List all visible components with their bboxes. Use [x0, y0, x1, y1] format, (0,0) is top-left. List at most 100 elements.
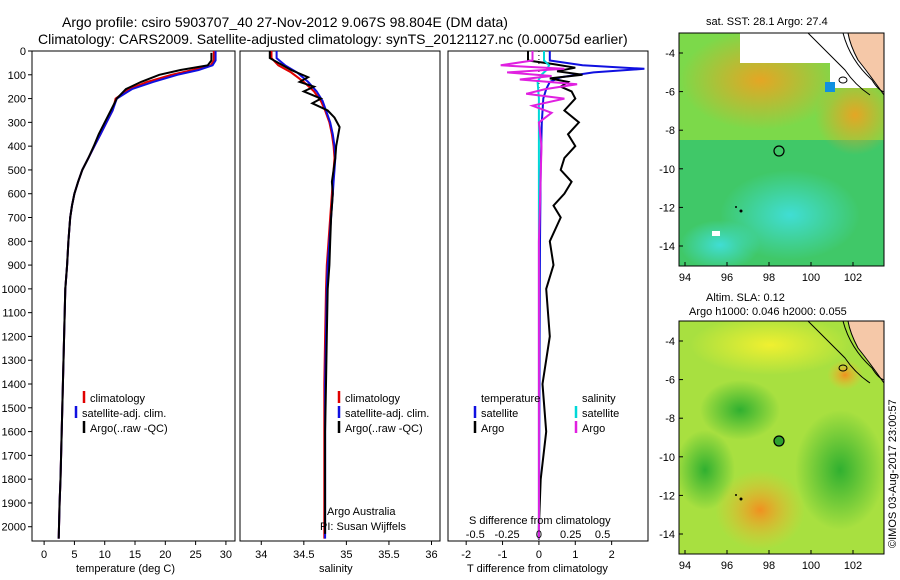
- map-bottom-y-ticks: -4 -6 -8 -10 -12 -14: [659, 336, 683, 541]
- map-y-tick-label: -6: [665, 375, 675, 387]
- s-tick-label: 0.25: [560, 529, 581, 541]
- map-y-tick-label: -8: [665, 413, 675, 425]
- x-tick-label: 10: [99, 549, 111, 561]
- sla-low-patch: [795, 410, 884, 530]
- map-x-tick-label: 102: [844, 272, 862, 284]
- sst-warm-patch: [815, 75, 884, 155]
- map-top-title: sat. SST: 28.1 Argo: 27.4: [706, 16, 828, 28]
- annotation-pi: PI: Susan Wijffels: [320, 521, 406, 533]
- x-tick-label: 35.5: [378, 549, 399, 561]
- bathymetry-contour: [807, 321, 871, 384]
- depth-tick-label: 1800: [2, 474, 26, 486]
- sst-missing-data: [740, 33, 835, 63]
- x-tick-label: 5: [71, 549, 77, 561]
- sla-high-patch: [690, 321, 850, 375]
- temperature-legend: climatology satellite-adj. clim. Argo(..…: [74, 391, 168, 435]
- s-difference-label: S difference from climatology: [469, 515, 611, 527]
- x-tick-label: 25: [189, 549, 201, 561]
- map-bottom-title2: Argo h1000: 0.046 h2000: 0.055: [689, 306, 847, 318]
- island-marker: [739, 209, 743, 213]
- salinity-xlabel: salinity: [319, 563, 353, 575]
- sla-low-patch: [700, 380, 780, 440]
- series-line-argo-raw-qc-: [57, 52, 213, 539]
- temperature-plot-frame: [31, 50, 236, 542]
- x-tick-label: 30: [220, 549, 232, 561]
- x-tick-label: 2: [609, 549, 615, 561]
- legend-clim-label: climatology: [345, 393, 401, 405]
- x-tick-label: 36: [425, 549, 437, 561]
- depth-tick-label: 700: [8, 213, 26, 225]
- map-y-tick-label: -8: [665, 125, 675, 137]
- argo-float-location-marker: [773, 145, 785, 157]
- salinity-x-ticks: 34 34.5 35 35.5 36: [255, 541, 438, 561]
- map-y-tick-label: -10: [659, 452, 675, 464]
- legend-salinity-title: salinity: [582, 393, 616, 405]
- map-x-tick-label: 98: [763, 272, 775, 284]
- sumatra-coast: [847, 321, 884, 384]
- depth-tick-label: 500: [8, 165, 26, 177]
- map-x-tick-label: 100: [802, 272, 820, 284]
- depth-tick-label: 1300: [2, 355, 26, 367]
- s-tick-label: -0.5: [466, 529, 485, 541]
- x-tick-label: -2: [461, 549, 471, 561]
- map-x-tick-label: 100: [802, 560, 820, 572]
- sst-cool-patch: [680, 220, 760, 266]
- series-line-climatology: [57, 51, 215, 539]
- depth-tick-label: 100: [8, 70, 26, 82]
- x-tick-label: 0: [536, 549, 542, 561]
- depth-tick-label: 1700: [2, 450, 26, 462]
- temperature-xlabel: temperature (deg C): [76, 563, 175, 575]
- legend-t-sat-label: satellite: [481, 408, 518, 420]
- map-y-tick-label: -4: [665, 336, 675, 348]
- depth-tick-label: 1100: [2, 308, 26, 320]
- temperature-lines: [57, 51, 217, 539]
- imos-credit: ©IMOS 03-Aug-2017 23:00:57: [887, 399, 899, 548]
- x-tick-label: 20: [159, 549, 171, 561]
- difference-lines: [500, 51, 645, 541]
- map-bottom-title1: Altim. SLA: 0.12: [706, 292, 785, 304]
- depth-tick-label: 1200: [2, 331, 26, 343]
- sla-map: [679, 321, 884, 554]
- map-x-tick-label: 94: [679, 560, 691, 572]
- legend-s-sat-label: satellite: [582, 408, 619, 420]
- s-difference-ticks: -0.5 -0.25 0 0.25 0.5: [466, 529, 610, 541]
- salinity-legend: climatology satellite-adj. clim. Argo(..…: [337, 391, 429, 435]
- map-y-tick-label: -10: [659, 164, 675, 176]
- bathymetry-contour: [842, 33, 884, 93]
- s-tick-label: 0: [536, 529, 542, 541]
- map-bottom-frame: [678, 320, 885, 555]
- legend-clim-label: climatology: [90, 393, 146, 405]
- island-marker: [735, 494, 737, 496]
- sla-low-patch: [679, 430, 735, 510]
- header-line2: Climatology: CARS2009. Satellite-adjuste…: [38, 31, 628, 47]
- salinity-lines: [268, 51, 341, 539]
- depth-tick-label: 300: [8, 117, 26, 129]
- island-contour: [838, 364, 848, 372]
- legend-sat-label: satellite-adj. clim.: [345, 408, 429, 420]
- depth-tick-label: 1000: [2, 284, 26, 296]
- depth-tick-label: 1600: [2, 427, 26, 439]
- difference-legend: temperature satellite Argo salinity sate…: [473, 393, 619, 435]
- legend-sat-label: satellite-adj. clim.: [82, 408, 166, 420]
- map-y-tick-label: -14: [659, 241, 675, 253]
- x-tick-label: 15: [129, 549, 141, 561]
- t-difference-label: T difference from climatology: [467, 563, 608, 575]
- map-top-x-ticks: 94 96 98 100 102: [679, 262, 862, 284]
- map-x-tick-label: 96: [721, 272, 733, 284]
- x-tick-label: -1: [498, 549, 508, 561]
- sumatra-coast: [847, 33, 884, 96]
- legend-argo-label: Argo(..raw -QC): [90, 423, 168, 435]
- difference-plot-frame: [447, 50, 649, 542]
- map-y-tick-label: -4: [665, 48, 675, 60]
- sla-high-patch: [827, 360, 863, 390]
- series-line-argo-raw-qc-: [268, 51, 341, 534]
- series-line-s-argo: [500, 51, 578, 539]
- bathymetry-contour: [807, 33, 871, 96]
- map-y-tick-label: -6: [665, 87, 675, 99]
- series-line-t-argo: [527, 51, 583, 539]
- x-tick-label: 0: [41, 549, 47, 561]
- depth-tick-label: 800: [8, 236, 26, 248]
- s-tick-label: -0.25: [495, 529, 520, 541]
- map-bottom-x-ticks: 94 96 98 100 102: [679, 550, 862, 572]
